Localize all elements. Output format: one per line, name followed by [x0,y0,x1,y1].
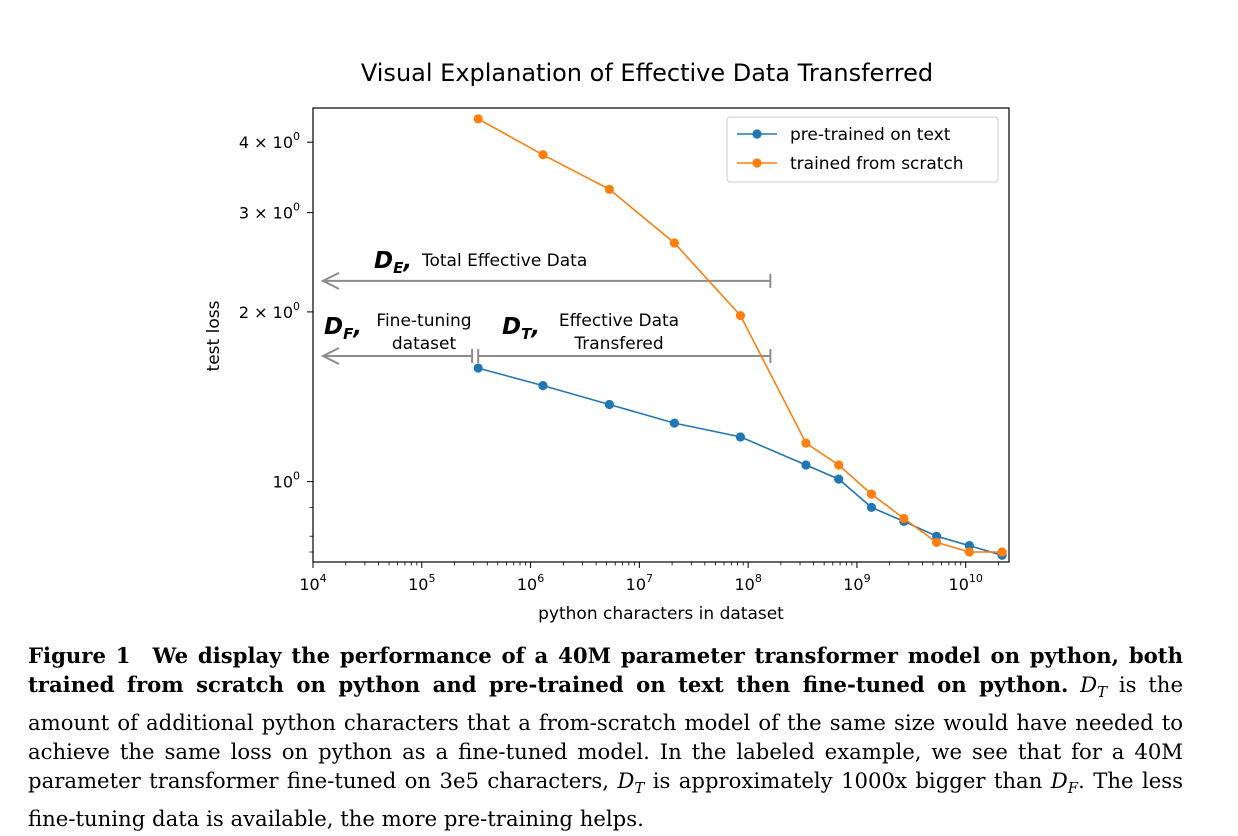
df-label-line2: dataset [392,334,457,354]
y-tick-label: 3 × 100 [239,201,300,223]
de-label: Total Effective Data [421,251,587,271]
annotations: DE, Total Effective Data DF, Fine-tuning dat… [320,248,772,365]
de-symbol: DE, [374,248,412,277]
series-line-0 [477,367,1003,557]
data-point [964,547,974,557]
data-point [964,540,974,551]
data-point [735,432,746,442]
data-point [669,418,680,428]
legend-swatch-marker [752,129,762,139]
data-point [801,438,811,448]
caption-label: Figure 1 [28,643,131,668]
de-arrow-head [320,272,340,290]
legend-entry: trained from scratch [790,154,964,174]
legend: pre-trained on text trained from scratch [726,116,999,183]
caption-math-df: DF [1050,768,1079,798]
x-tick-label: 109 [843,572,870,594]
caption-math-dt: DT [1080,672,1108,702]
caption-text-3: . The less fine-tuning data is available… [28,768,1184,831]
df-arrow-head [320,347,340,365]
x-tick-label: 106 [517,572,544,594]
axis-ticks: 104 105 106 107 108 109 1010 100 2 × 100 3 × 100 4… [239,130,999,594]
data-point [866,489,877,499]
x-axis-label: python characters in dataset [538,604,784,624]
y-axis-label: test loss [204,300,224,371]
data-point [473,363,483,373]
data-point [473,114,483,124]
plot-frame [312,107,1010,563]
legend-swatch-marker [752,158,762,168]
figure-caption: Figure 1 We display the performance of a … [28,641,1183,833]
df-symbol: DF, [324,314,362,343]
x-tick-label: 108 [734,572,761,594]
data-point [997,547,1007,557]
caption-bold-text: We display the performance of a 40M para… [28,643,1183,698]
x-tick-label: 1010 [949,572,983,594]
data-point [538,381,548,391]
df-label-line1: Fine-tuning [376,311,471,331]
x-tick-label: 105 [408,572,435,594]
data-point [604,184,614,194]
data-point [866,502,877,512]
series-line-1 [477,118,1003,553]
legend-box [726,116,999,183]
dt-symbol: DT, [502,314,540,343]
dt-label-line1: Effective Data [559,311,679,331]
data-point [604,399,614,410]
data-point [735,310,746,321]
x-tick-label: 107 [626,572,653,594]
figure-chart: Visual Explanation of Effective Data Tra… [204,59,1010,624]
y-tick-label: 4 × 100 [239,130,300,152]
legend-entry: pre-trained on text [790,125,951,145]
data-point [899,513,909,524]
caption-text-1: is the amount of additional python chara… [28,672,1183,794]
data-point [801,460,811,470]
data-point [538,150,548,160]
series-layer [473,114,1007,560]
data-point [834,460,844,470]
x-tick-label: 104 [299,572,326,594]
y-tick-label: 2 × 100 [239,300,300,322]
dt-label-line2: Transfered [573,334,663,354]
data-point [931,537,942,548]
caption-math-dt-2: DT [617,768,645,798]
chart-title: Visual Explanation of Effective Data Tra… [361,59,933,87]
caption-text-2: is approximately 1000x bigger than [644,768,1051,794]
data-point [669,238,680,248]
y-tick-label: 100 [273,470,300,492]
data-point [834,474,844,484]
